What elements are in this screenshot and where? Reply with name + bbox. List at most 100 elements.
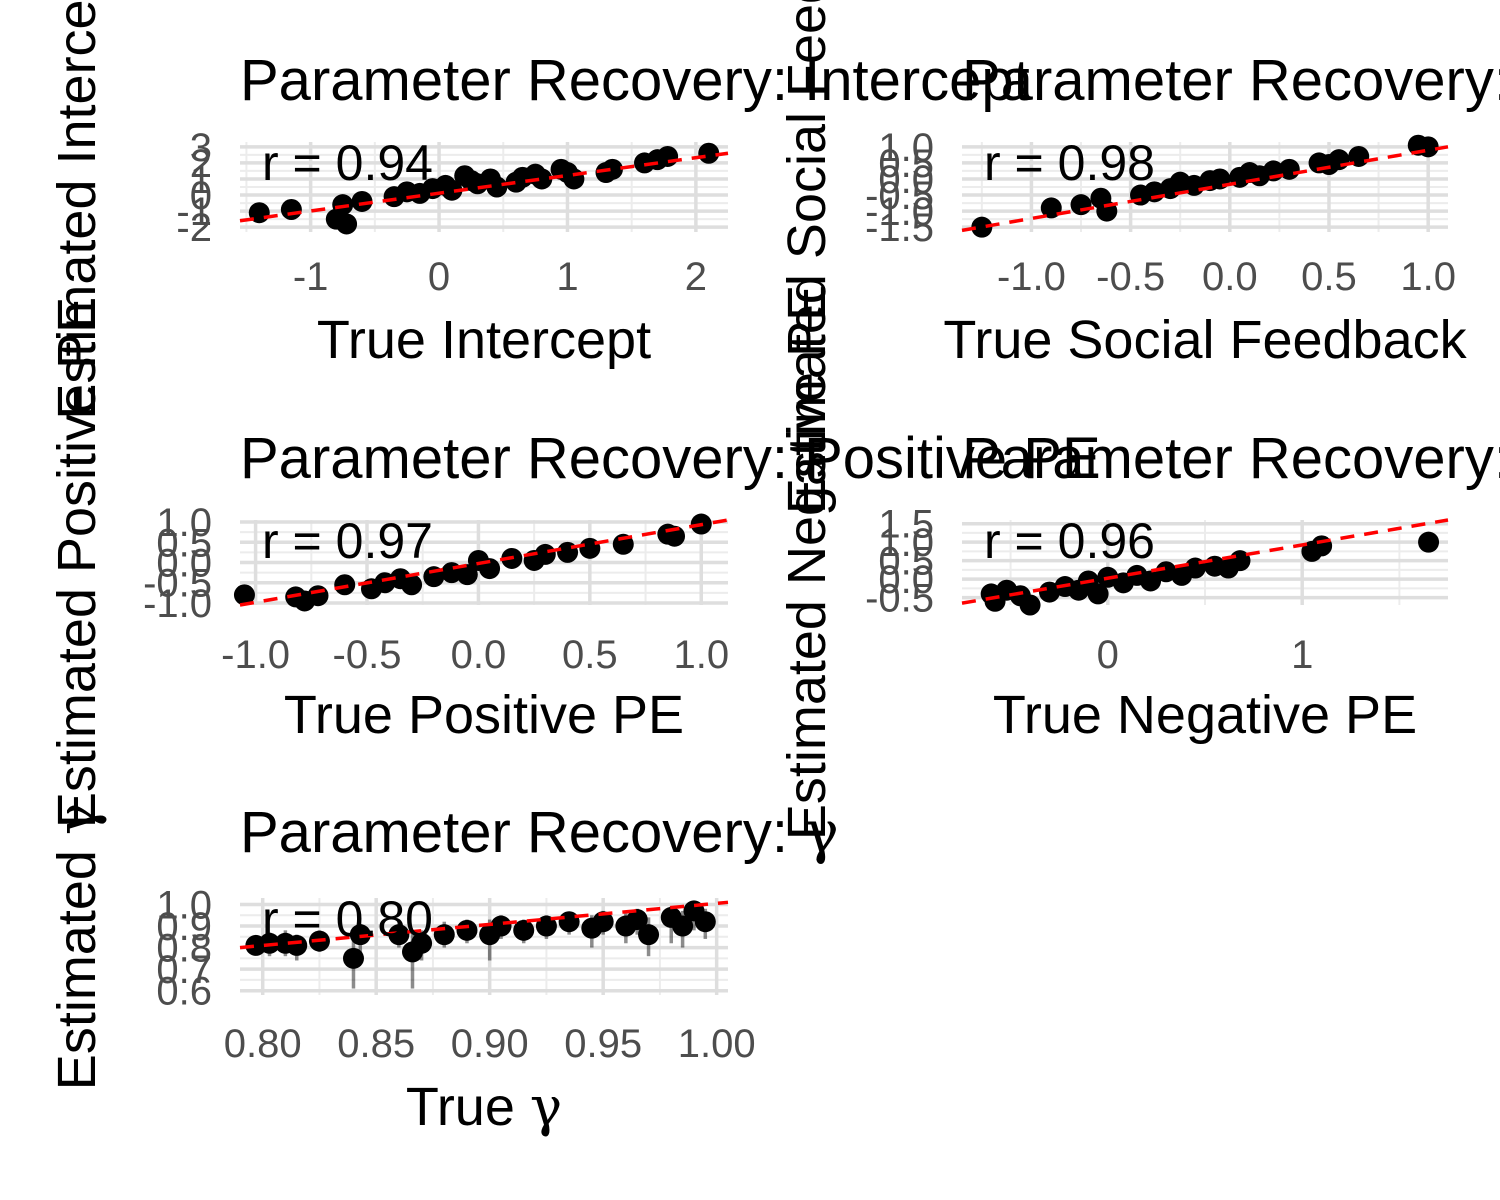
y-tick-label: 1.0 [878,126,934,170]
data-point [1311,535,1333,557]
data-point [334,574,356,596]
reference-line [239,518,729,607]
data-point [351,190,373,212]
x-tick-label: -1.0 [997,255,1066,299]
data-point [1087,583,1109,605]
x-tick-label: 1.0 [673,633,729,677]
y-tick-label: 0.6 [156,970,212,1014]
y-tick-label: 0.0 [878,558,934,602]
data-point [698,142,720,164]
x-axis-title: True Intercept [317,310,651,370]
x-tick-label: 0.95 [564,1022,642,1066]
correlation-label: r = 0.98 [984,135,1155,191]
data-point [694,911,716,933]
x-tick-label: 0.80 [224,1022,302,1066]
panel-title: Parameter Recovery: γ [240,798,839,866]
y-tick-label: 0.0 [878,158,934,202]
data-point [441,179,463,201]
x-tick-label: 0.85 [337,1022,415,1066]
y-tick-label: 1 [190,158,212,202]
y-tick-label: 2 [190,142,212,186]
correlation-label: r = 0.97 [262,513,433,569]
y-tick-label: 0.7 [156,948,212,992]
y-tick-label: 1.0 [156,883,212,927]
x-tick-label: 0.0 [451,633,507,677]
y-tick-label: -1.0 [143,582,212,626]
x-axis-title: True Social Feedback [943,310,1467,370]
y-tick-label: 0.5 [878,540,934,584]
data-point [579,537,601,559]
data-point [971,216,993,238]
data-point [342,947,364,969]
y-tick-label: 3 [190,126,212,170]
x-tick-label: 1.00 [678,1022,756,1066]
data-point [534,543,556,565]
data-point [657,145,679,167]
x-tick-label: 0.5 [562,633,618,677]
data-point [592,911,614,933]
data-point [535,915,557,937]
data-point [490,915,512,937]
x-tick-label: 2 [685,255,707,299]
panel-title: Parameter Recovery: Positive PE [240,426,1101,491]
panel-2: r = 0.98-1.0 -0.5 0.0 0.5 1.0-1.5-1.0-0.50.0… [777,0,1500,514]
data-point [601,158,623,180]
data-point [456,919,478,941]
y-tick-label: -1.0 [865,190,934,234]
y-axis-title: Estimated Positive PE [47,297,107,828]
data-point [280,199,302,220]
data-point [1140,570,1162,592]
x-tick-label: 1 [556,255,578,299]
data-point [1417,136,1439,158]
data-point [332,194,354,216]
reference-line [961,145,1449,233]
data-point [401,574,423,596]
y-tick-label: 1.0 [878,521,934,565]
correlation-label: r = 0.80 [262,891,433,947]
tick-labels: 0.80 0.85 0.90 0.95 1.00 0.60.70.80.91.0 [156,883,755,1066]
y-tick-label: 0.9 [156,905,212,949]
data-point [411,932,433,954]
correlation-label: r = 0.96 [984,513,1155,569]
data-point [486,176,508,198]
y-tick-label: 1.0 [156,501,212,545]
data-point [1070,194,1092,216]
panel-4: r = 0.96 0 1 -0.50.00.51.01.5 True Negative … [777,285,1500,840]
data-point [672,915,694,937]
data-point [638,924,660,946]
x-tick-label: 0.90 [451,1022,529,1066]
y-tick-label: -2 [176,206,212,250]
data-points [233,513,712,612]
x-tick-label: -0.5 [333,633,402,677]
data-point [307,585,329,607]
y-tick-label: 0.8 [156,927,212,971]
data-point [456,564,478,586]
x-axis-title: True γ [406,1075,562,1138]
data-point [388,924,410,946]
x-tick-label: -0.5 [1096,255,1165,299]
y-tick-label: 1.5 [878,503,934,547]
y-tick-label: -0.5 [865,174,934,218]
data-point [1328,149,1350,171]
panel-title: Parameter Recovery: Intercept [240,48,1030,113]
x-tick-label: 0 [1097,633,1119,677]
y-axis-title: Estimated Intercept [47,0,107,420]
x-axis-title: True Negative PE [993,685,1417,745]
x-axis-title: True Positive PE [284,685,684,745]
y-tick-label: -1.5 [865,206,934,250]
reference-line [239,900,729,950]
data-point [531,168,553,190]
y-tick-label: 0.5 [878,142,934,186]
x-tick-label: 0.0 [1202,255,1258,299]
data-point [626,909,648,931]
y-tick-label: -1 [176,190,212,234]
y-tick-label: 0.5 [156,521,212,565]
x-tick-label: 1 [1291,633,1313,677]
y-tick-label: -0.5 [143,562,212,606]
x-tick-label: -1 [293,255,329,299]
y-axis-title: Estimated Social Feedback [777,0,837,514]
x-tick-label: 1.0 [1400,255,1456,299]
